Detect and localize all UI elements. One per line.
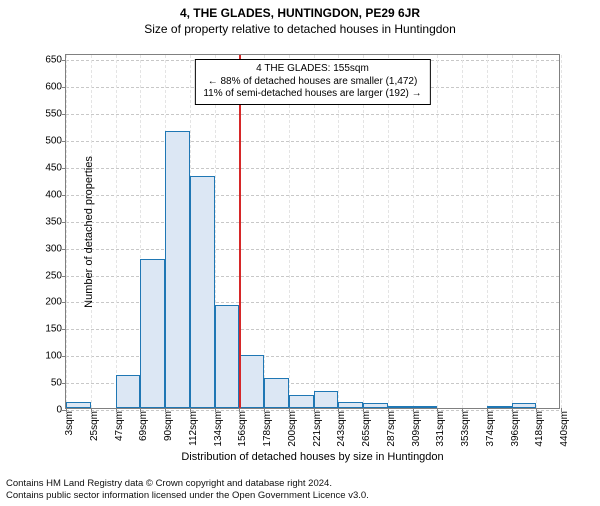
histogram-bar xyxy=(338,402,363,408)
x-tick-mark xyxy=(91,408,92,412)
y-axis-label: Number of detached properties xyxy=(83,156,95,308)
x-tick-label: 90sqm xyxy=(163,411,174,441)
histogram-bar xyxy=(413,406,438,408)
histogram-bar xyxy=(116,375,141,408)
x-tick-mark xyxy=(239,408,240,412)
x-tick-mark xyxy=(512,408,513,412)
x-tick-mark xyxy=(66,408,67,412)
histogram-bar xyxy=(165,131,190,408)
x-tick-label: 440sqm xyxy=(559,411,570,447)
footer-line: Contains public sector information licen… xyxy=(6,490,369,502)
x-tick-label: 331sqm xyxy=(435,411,446,447)
x-tick-mark xyxy=(363,408,364,412)
caption-line: ← 88% of detached houses are smaller (1,… xyxy=(203,76,421,89)
x-tick-mark xyxy=(165,408,166,412)
x-tick-label: 156sqm xyxy=(237,411,248,447)
x-tick-label: 25sqm xyxy=(89,411,100,441)
sub-title: Size of property relative to detached ho… xyxy=(0,22,600,36)
x-tick-mark xyxy=(536,408,537,412)
x-tick-label: 221sqm xyxy=(312,411,323,447)
x-tick-mark xyxy=(437,408,438,412)
gridline xyxy=(512,55,513,408)
x-tick-label: 374sqm xyxy=(485,411,496,447)
reference-line xyxy=(239,55,241,408)
x-tick-label: 265sqm xyxy=(361,411,372,447)
gridline xyxy=(462,55,463,408)
gridline xyxy=(413,55,414,408)
footer-line: Contains HM Land Registry data © Crown c… xyxy=(6,478,369,490)
histogram-bar xyxy=(314,391,339,408)
gridline xyxy=(116,55,117,408)
gridline xyxy=(437,55,438,408)
x-tick-label: 112sqm xyxy=(188,411,199,446)
gridline xyxy=(314,55,315,408)
gridline xyxy=(536,55,537,408)
x-tick-mark xyxy=(462,408,463,412)
x-tick-mark xyxy=(388,408,389,412)
x-tick-label: 69sqm xyxy=(138,411,149,441)
x-tick-label: 178sqm xyxy=(262,411,273,447)
chart: 4 THE GLADES: 155sqm ← 88% of detached h… xyxy=(65,54,560,409)
x-tick-label: 309sqm xyxy=(411,411,422,447)
histogram-bar xyxy=(215,305,240,408)
gridline xyxy=(561,55,562,408)
x-tick-label: 287sqm xyxy=(386,411,397,447)
histogram-bar xyxy=(140,259,165,408)
x-tick-mark xyxy=(116,408,117,412)
gridline xyxy=(338,55,339,408)
caption-line: 4 THE GLADES: 155sqm xyxy=(203,63,421,76)
x-tick-label: 353sqm xyxy=(460,411,471,447)
gridline xyxy=(487,55,488,408)
x-tick-label: 243sqm xyxy=(336,411,347,447)
caption-box: 4 THE GLADES: 155sqm ← 88% of detached h… xyxy=(194,59,430,105)
footer: Contains HM Land Registry data © Crown c… xyxy=(6,478,369,502)
histogram-bar xyxy=(289,395,314,408)
x-tick-mark xyxy=(314,408,315,412)
super-title: 4, THE GLADES, HUNTINGDON, PE29 6JR xyxy=(0,6,600,20)
x-tick-label: 3sqm xyxy=(64,411,75,435)
x-tick-label: 418sqm xyxy=(534,411,545,447)
x-tick-mark xyxy=(140,408,141,412)
caption-line: 11% of semi-detached houses are larger (… xyxy=(203,88,421,101)
x-axis-label: Distribution of detached houses by size … xyxy=(181,451,443,463)
histogram-bar xyxy=(487,406,512,408)
histogram-bar xyxy=(512,403,537,408)
histogram-bar xyxy=(190,176,215,408)
histogram-bar xyxy=(363,403,388,408)
gridline xyxy=(264,55,265,408)
x-tick-label: 396sqm xyxy=(510,411,521,447)
x-tick-mark xyxy=(264,408,265,412)
x-tick-label: 200sqm xyxy=(287,411,298,447)
gridline xyxy=(363,55,364,408)
plot-area: 4 THE GLADES: 155sqm ← 88% of detached h… xyxy=(65,54,560,409)
gridline xyxy=(66,55,67,408)
x-tick-mark xyxy=(487,408,488,412)
x-tick-label: 47sqm xyxy=(114,411,125,441)
histogram-bar xyxy=(388,406,413,408)
x-tick-mark xyxy=(215,408,216,412)
x-tick-mark xyxy=(190,408,191,412)
x-tick-label: 134sqm xyxy=(213,411,224,447)
gridline xyxy=(289,55,290,408)
x-tick-mark xyxy=(413,408,414,412)
histogram-bar xyxy=(264,378,289,408)
histogram-bar xyxy=(239,355,264,408)
gridline xyxy=(388,55,389,408)
x-tick-mark xyxy=(338,408,339,412)
histogram-bar xyxy=(66,402,91,408)
x-tick-mark xyxy=(561,408,562,412)
x-tick-mark xyxy=(289,408,290,412)
